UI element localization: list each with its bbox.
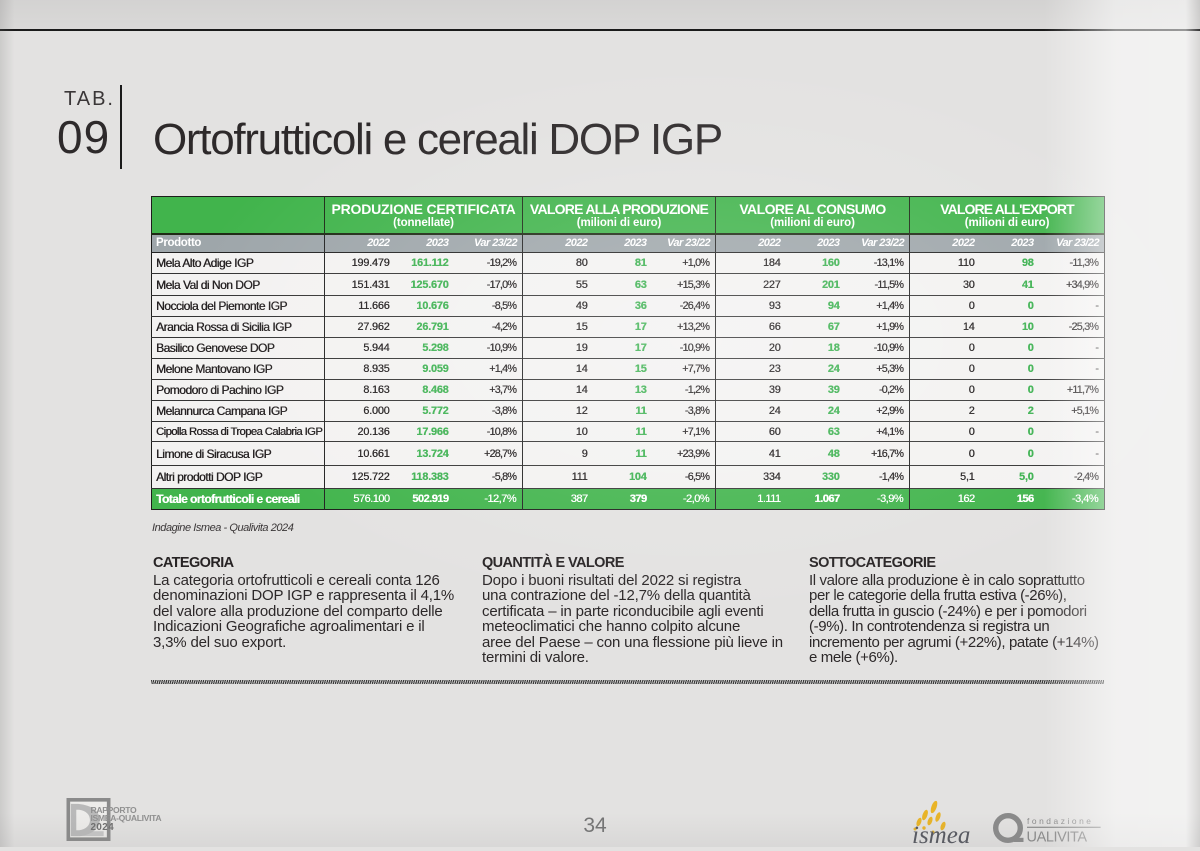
- svg-text:UALIVITA: UALIVITA: [1027, 830, 1088, 846]
- svg-text:fondazione: fondazione: [1027, 816, 1093, 826]
- svg-text:ismea: ismea: [912, 822, 970, 849]
